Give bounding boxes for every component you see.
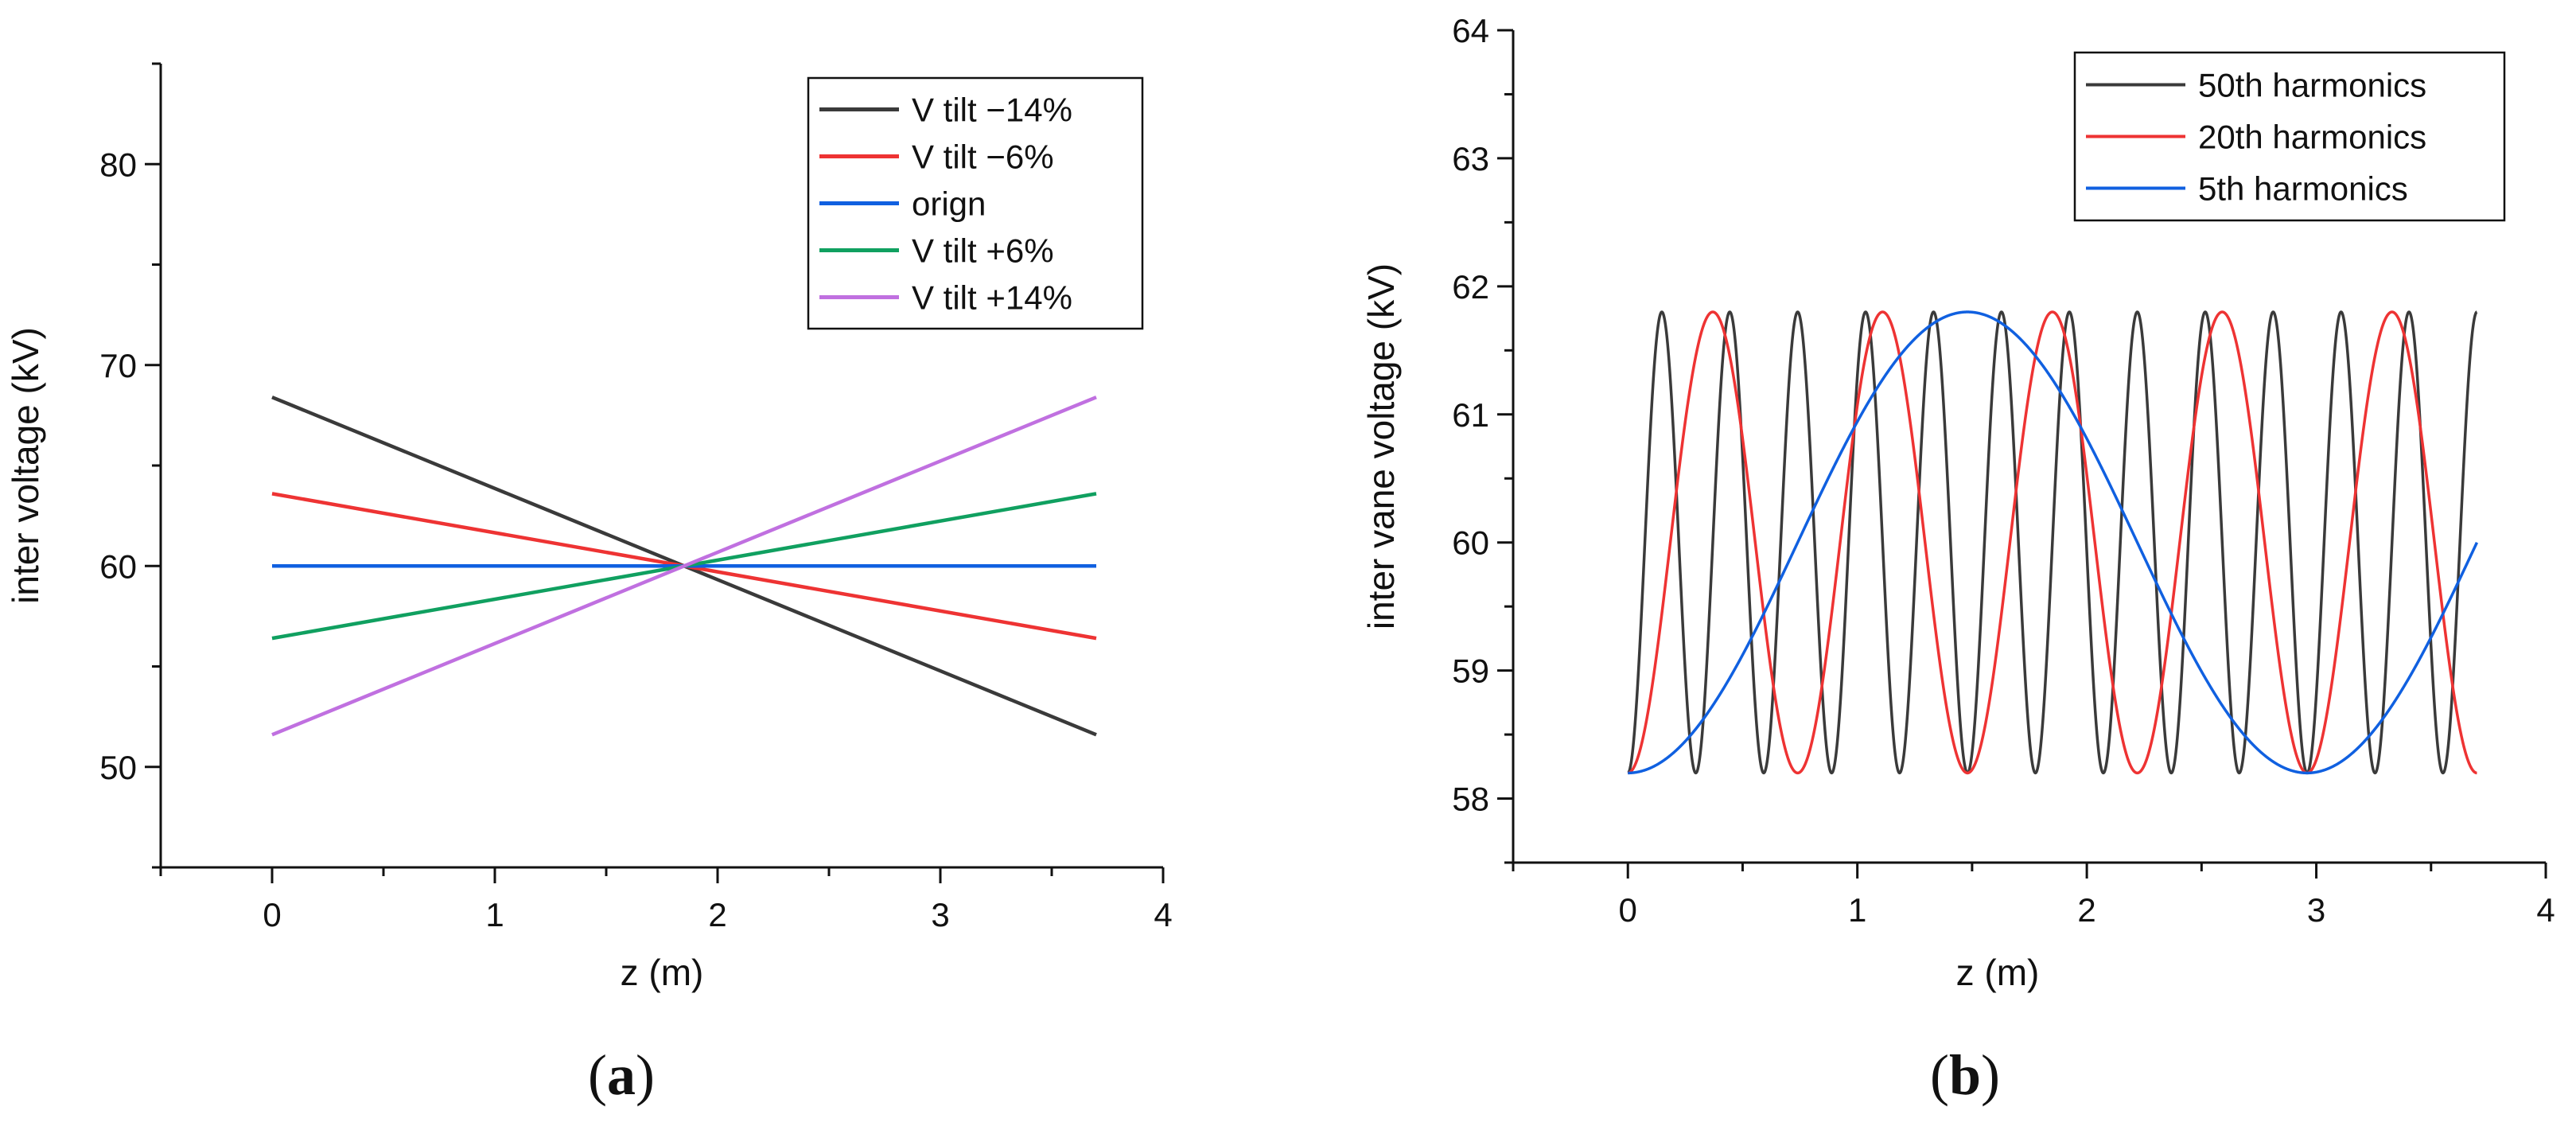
x-axis-title: z (m) [621,952,704,993]
legend-label: V tilt −14% [912,92,1072,129]
plot-area [271,395,1097,737]
y-tick-label: 63 [1452,140,1489,177]
x-tick-label: 3 [931,896,949,933]
x-axis-title: z (m) [1956,952,2040,993]
panel-label: (b) [1930,1043,2000,1107]
y-tick-label: 62 [1452,268,1489,306]
y-tick-label: 60 [99,547,137,585]
legend: V tilt −14% V tilt −6% orign V tilt +6% V ti… [807,76,1144,330]
x-tick-label: 0 [263,896,281,933]
legend-label: 20th harmonics [2198,119,2426,156]
chart-panel-a: 0 1 2 3 4 50 60 70 80 z (m) inter voltage (kV) V ti… [5,62,1173,1107]
y-tick-label: 58 [1452,781,1489,818]
legend-label: orign [912,185,986,223]
x-tick-label: 3 [2307,891,2325,929]
plot-area [1626,310,2479,775]
x-tick-label: 0 [1619,891,1637,929]
y-tick-label: 80 [99,146,137,183]
x-tick-label: 2 [2077,891,2095,929]
series-line [1626,310,2478,775]
chart-panel-b: 0 1 2 3 4 58 59 60 61 62 63 64 z (m) inter vane volta… [1360,12,2555,1107]
x-tick-label: 1 [1848,891,1866,929]
legend-label: V tilt −6% [912,138,1054,176]
y-tick-label: 61 [1452,396,1489,434]
legend-label: 50th harmonics [2198,67,2426,104]
x-tick-label: 1 [485,896,504,933]
panel-label: (a) [588,1043,655,1107]
series-line [271,395,1097,737]
series-line [1626,310,2478,775]
y-tick-label: 50 [99,749,137,786]
y-tick-label: 60 [1452,524,1489,562]
legend: 50th harmonics 20th harmonics 5th harmonic… [2073,51,2506,222]
y-tick-label: 70 [99,347,137,384]
series-line [1626,310,2479,775]
y-axis-title: inter vane voltage (kV) [1360,263,1402,629]
legend-label: 5th harmonics [2198,170,2408,208]
x-tick-label: 2 [708,896,726,933]
legend-label: V tilt +14% [912,279,1072,317]
y-tick-label: 64 [1452,12,1489,49]
x-tick-label: 4 [2536,891,2555,929]
y-axis-title: inter voltage (kV) [5,327,46,604]
x-tick-label: 4 [1154,896,1172,933]
y-tick-label: 59 [1452,653,1489,690]
legend-label: V tilt +6% [912,232,1054,270]
